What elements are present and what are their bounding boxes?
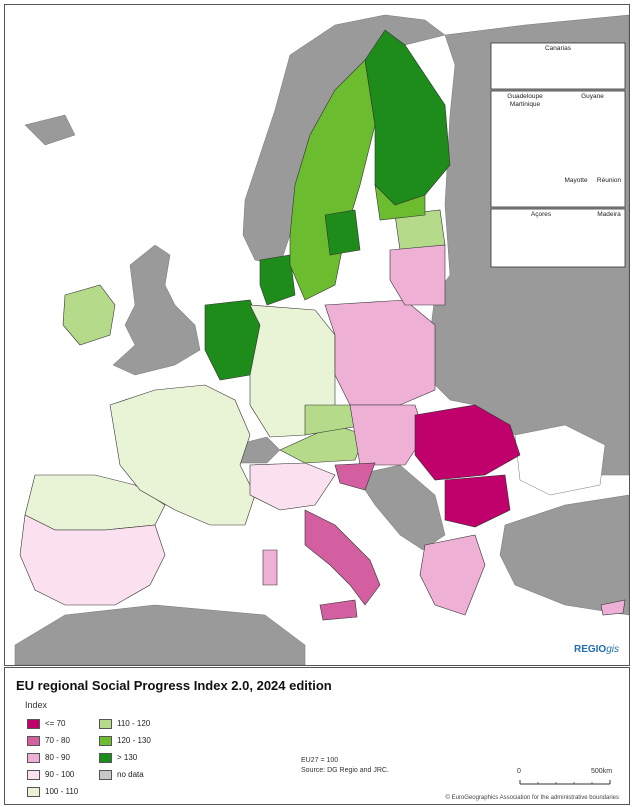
legend-swatch [27, 735, 40, 746]
legend-swatch [99, 718, 112, 729]
legend-swatch [27, 769, 40, 780]
legend-swatch [99, 752, 112, 763]
map-title: EU regional Social Progress Index 2.0, 2… [16, 678, 332, 693]
legend-item: <= 70 [27, 715, 78, 732]
legend-column-left: <= 70 70 - 80 80 - 90 90 - 100 100 - 110 [27, 715, 78, 800]
region-sweden [289, 59, 376, 301]
black-sea [514, 424, 606, 496]
inset-label-reunion: Réunion [596, 177, 622, 184]
region-finland-north [364, 29, 451, 206]
region-poland [324, 299, 436, 406]
scale-bar: 0 500km [515, 768, 615, 793]
region-slovakia-hungary [349, 404, 426, 466]
scale-unit: km [602, 768, 613, 775]
legend-swatch [27, 718, 40, 729]
region-iberia-center [19, 514, 166, 606]
scale-bar-graphic [519, 780, 611, 785]
region-sweden-stockholm [324, 209, 361, 256]
legend-item: 110 - 120 [99, 715, 151, 732]
inset-label-martinique: Martinique [509, 101, 541, 108]
region-cyprus [600, 599, 626, 616]
legend-item: no data [99, 766, 151, 783]
inset-label-guyane: Guyane [581, 93, 604, 100]
inset-label-guadeloupe: Guadeloupe [507, 93, 543, 100]
region-croatia [334, 462, 376, 491]
source-note: Source: DG Regio and JRC. [301, 767, 389, 774]
region-finland-south [374, 184, 426, 221]
legend-item: 70 - 80 [27, 732, 78, 749]
map-panel: Canarias Guadeloupe Martinique Guyane Ma… [4, 4, 630, 666]
region-sicily [319, 599, 358, 621]
europe-choropleth-map [14, 14, 629, 665]
scale-zero: 0 [517, 768, 521, 775]
region-italy-south [304, 509, 381, 606]
region-sardinia [262, 549, 278, 586]
legend-item: 120 - 130 [99, 732, 151, 749]
region-latvia-lithuania [389, 244, 446, 306]
legend-item: 100 - 110 [27, 783, 78, 800]
inset-boxes [490, 42, 626, 268]
legend-swatch [27, 786, 40, 797]
legend-swatch [99, 769, 112, 780]
legend-index-label: Index [25, 700, 48, 710]
region-ireland [62, 284, 116, 346]
inset-label-mayotte: Mayotte [564, 177, 588, 184]
legend-column-right: 110 - 120 120 - 130 > 130 no data [99, 715, 151, 783]
region-bulgaria [444, 474, 511, 528]
legend-swatch [99, 735, 112, 746]
region-germany [249, 304, 336, 438]
legend-panel: EU regional Social Progress Index 2.0, 2… [4, 667, 630, 805]
map-notes: EU27 = 100 Source: DG Regio and JRC. [301, 756, 389, 776]
region-denmark [259, 254, 296, 306]
inset-label-madeira: Madeira [597, 211, 621, 218]
legend-item: 80 - 90 [27, 749, 78, 766]
inset-label-canarias: Canarias [544, 45, 571, 52]
copyright-note: © EuroGeographics Association for the ad… [445, 795, 619, 801]
legend-swatch [27, 752, 40, 763]
inset-label-acores: Açores [530, 211, 552, 218]
legend-item: 90 - 100 [27, 766, 78, 783]
regiogis-logo: REGIOgis [573, 644, 619, 655]
eu-average-note: EU27 = 100 [301, 757, 339, 764]
region-greece [419, 534, 486, 616]
region-romania [414, 404, 521, 481]
region-czechia [304, 404, 366, 436]
legend-item: > 130 [99, 749, 151, 766]
region-italy-north [249, 462, 336, 511]
region-france [109, 384, 256, 526]
scale-max: 500 [591, 768, 603, 775]
